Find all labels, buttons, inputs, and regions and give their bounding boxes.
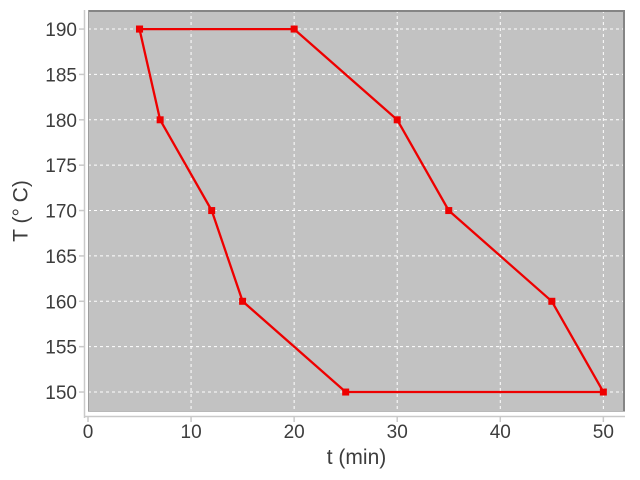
y-tick-label: 185 [45,65,77,86]
plot-area [88,10,625,412]
x-tick-label: 0 [83,422,94,443]
data-point-marker [548,297,556,305]
y-tick-label: 170 [45,202,77,223]
y-tick-label: 175 [45,156,77,177]
temperature-cycle-markers [136,25,607,396]
x-tick-label: 40 [490,422,511,443]
x-tick-label: 50 [593,422,614,443]
data-point-marker [156,116,164,124]
x-tick-label: 10 [181,422,202,443]
data-point-marker [290,25,298,33]
y-axis-ticks [79,28,84,393]
x-tick-labels: 0 10 20 30 40 50 [83,422,614,443]
x-tick-label: 30 [387,422,408,443]
x-tick-label: 20 [284,422,305,443]
y-axis-label: T (° C) [9,180,33,242]
plot-frame [88,10,625,412]
y-tick-label: 155 [45,338,77,359]
x-axis-ticks [87,416,605,422]
y-tick-label: 165 [45,247,77,268]
data-point-marker [445,207,453,215]
y-tick-label: 160 [45,292,77,313]
x-axis-label: t (min) [326,446,387,469]
axis-spines [83,10,625,418]
y-tick-label: 150 [45,383,77,404]
data-point-marker [208,207,216,215]
y-tick-label: 180 [45,111,77,132]
y-tick-label: 190 [45,20,77,41]
y-tick-labels: 150 155 160 165 170 175 180 185 190 [45,20,77,404]
data-point-marker [239,297,247,305]
gridlines [88,10,625,412]
data-point-marker [599,388,607,396]
data-point-marker [393,116,401,124]
data-point-marker [342,388,350,396]
data-point-marker [136,25,144,33]
